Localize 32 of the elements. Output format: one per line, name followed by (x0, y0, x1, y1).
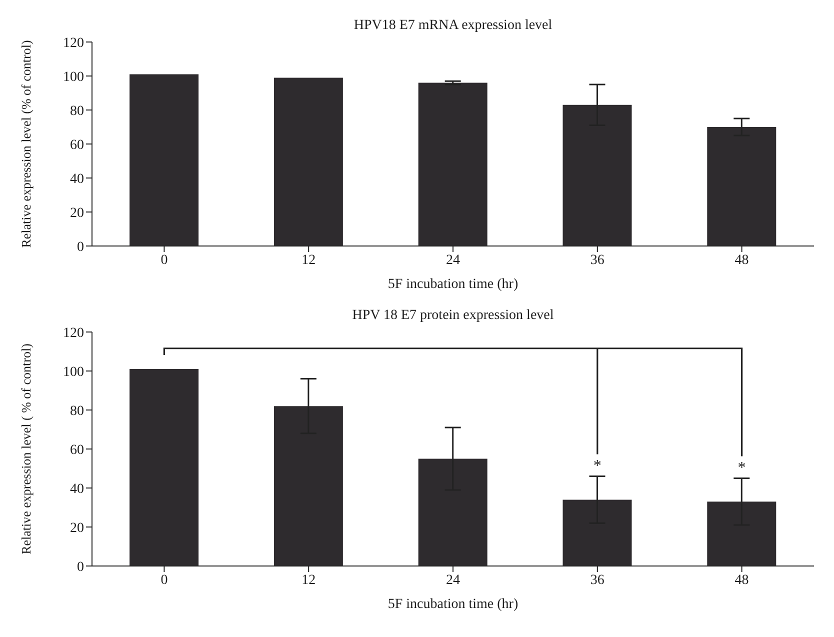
x-tick-label: 36 (590, 572, 604, 588)
x-tick-label: 0 (160, 252, 168, 268)
annotation: * (738, 459, 746, 476)
x-axis-title: 5F incubation time (hr) (388, 597, 518, 612)
y-axis-title: Relative expression level ( % of control) (18, 344, 34, 554)
y-tick-label: 40 (70, 172, 84, 187)
y-tick-label: 0 (77, 560, 84, 575)
x-tick-label: 24 (446, 252, 460, 268)
y-tick-label: 100 (63, 70, 84, 85)
y-tick-label: 0 (77, 240, 84, 255)
x-tick-label: 12 (302, 572, 316, 588)
x-tick-label: 0 (160, 572, 168, 588)
y-tick-label: 120 (63, 36, 84, 51)
y-tick-label: 80 (70, 404, 84, 419)
x-axis-title: 5F incubation time (hr) (388, 277, 518, 292)
y-tick-label: 60 (70, 138, 84, 153)
y-axis-title: Relative expression level (% of control) (18, 40, 34, 248)
x-tick-label: 24 (446, 572, 460, 588)
chart-title: HPV 18 E7 protein expression level (351, 308, 555, 324)
y-tick-label: 20 (70, 520, 84, 536)
y-tick-label: 100 (63, 364, 84, 380)
y-tick-label: 40 (70, 482, 84, 497)
x-tick-label: 12 (302, 252, 316, 268)
annotation: * (593, 457, 602, 474)
y-tick-label: 60 (70, 442, 84, 458)
x-tick-label: 48 (734, 252, 749, 268)
chart-title: HPV18 E7 mRNA expression level (352, 18, 554, 34)
y-tick-label: 80 (70, 104, 84, 119)
y-tick-label: 120 (63, 326, 84, 341)
y-tick-label: 20 (70, 206, 84, 221)
x-tick-label: 36 (590, 252, 604, 268)
x-tick-label: 48 (734, 572, 749, 588)
